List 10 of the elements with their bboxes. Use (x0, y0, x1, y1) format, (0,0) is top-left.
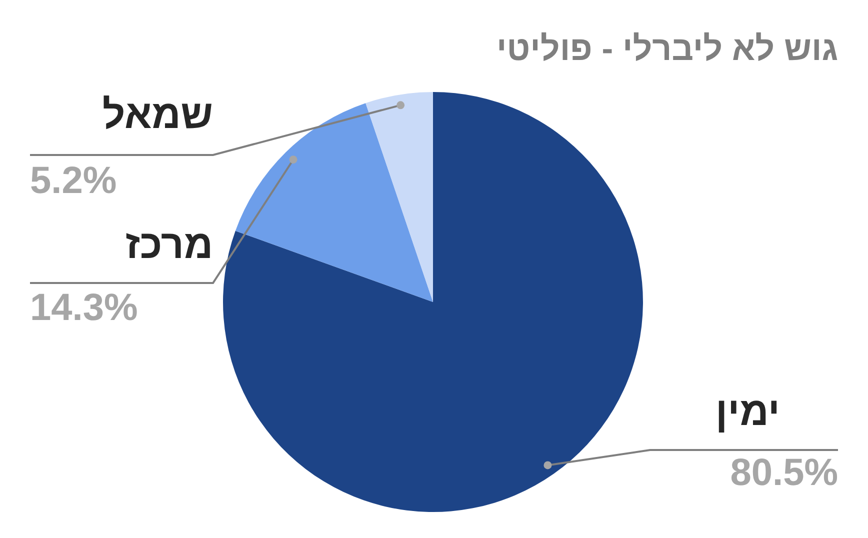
pie-slice (366, 92, 433, 302)
chart-title: גוש לא ליברלי - פוליטי (496, 30, 838, 68)
slice-label: מרכז (125, 223, 213, 267)
data-label: 80.5% (730, 452, 838, 494)
pie-slice (223, 92, 643, 512)
data-label: 14.3% (30, 287, 138, 329)
slice-label: ימין (716, 390, 780, 434)
pie-slice (235, 103, 433, 302)
data-label: 5.2% (30, 160, 117, 202)
slice-label: שמאל (102, 93, 213, 137)
